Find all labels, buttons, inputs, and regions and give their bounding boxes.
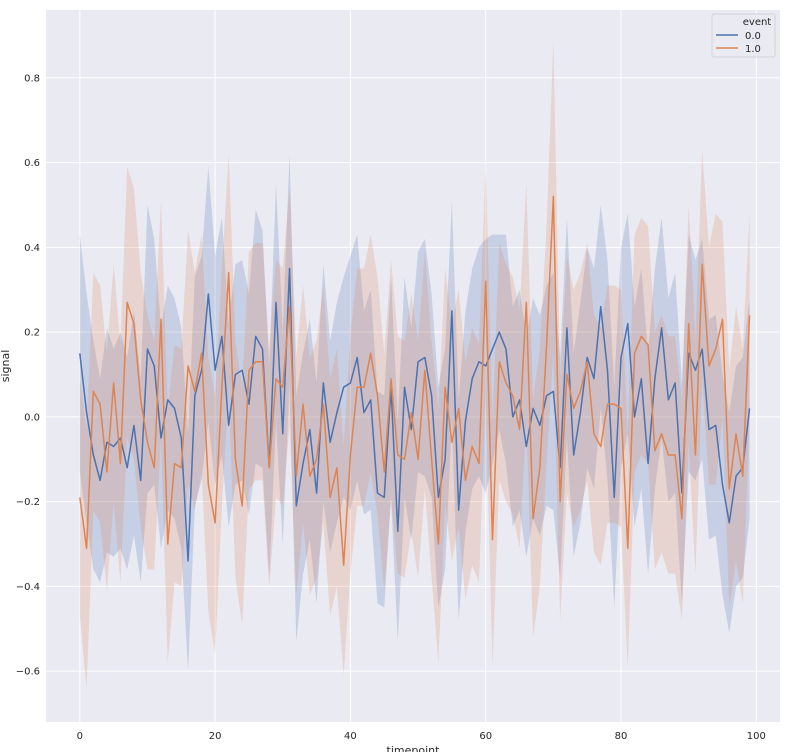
- y-tick-label: −0.2: [16, 497, 40, 508]
- x-tick-label: 100: [747, 731, 766, 742]
- plot-background: [46, 10, 780, 722]
- y-tick-label: −0.4: [16, 582, 40, 593]
- y-axis-label: signal: [0, 350, 12, 383]
- x-tick-label: 20: [209, 731, 222, 742]
- y-tick-label: 0.6: [24, 158, 40, 169]
- legend-label-1: 1.0: [745, 44, 761, 55]
- x-axis-label: timepoint: [387, 744, 441, 752]
- ci-band-0: [79, 154, 750, 672]
- y-tick-labels: −0.6 −0.4 −0.2 0.0 0.2 0.4 0.6 0.8: [16, 73, 40, 677]
- legend: event 0.0 1.0: [711, 13, 776, 58]
- confidence-bands: [79, 39, 750, 689]
- y-tick-label: 0.8: [24, 73, 40, 84]
- series-line-1: [79, 195, 751, 566]
- x-tick-label: 0: [77, 731, 83, 742]
- y-tick-label: 0.4: [24, 243, 40, 254]
- ci-band-1: [79, 39, 750, 689]
- x-tick-label: 40: [344, 731, 357, 742]
- y-tick-label: 0.0: [24, 412, 40, 423]
- legend-title: event: [743, 17, 772, 28]
- x-tick-labels: 0 20 40 60 80 100: [77, 731, 766, 742]
- y-tick-label: 0.2: [24, 328, 40, 339]
- y-tick-label: −0.6: [16, 667, 40, 678]
- series-lines: [79, 195, 751, 566]
- series-line-0: [79, 267, 751, 562]
- legend-label-0: 0.0: [745, 31, 761, 42]
- x-tick-label: 60: [479, 731, 492, 742]
- x-tick-label: 80: [615, 731, 628, 742]
- legend-box: [711, 13, 776, 58]
